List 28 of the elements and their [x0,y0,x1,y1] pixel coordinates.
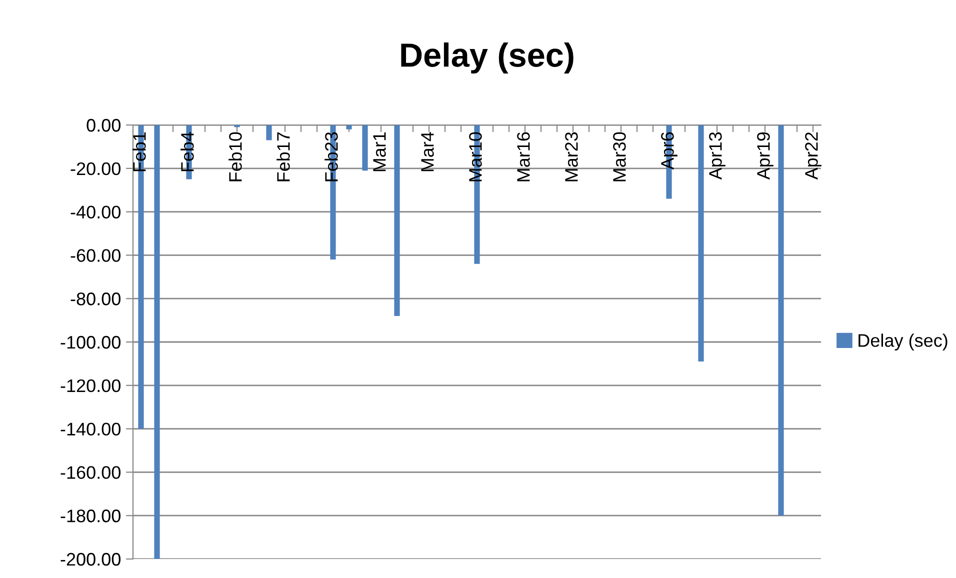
chart-title: Delay (sec) [401,42,574,74]
x-tick-label: Feb10 [228,132,242,182]
y-tick-label: -200.00 [60,552,120,566]
x-tick-label: Apr6 [661,132,678,170]
y-tick-label: -40.00 [70,206,120,219]
y-tick-label: -160.00 [60,466,120,479]
x-tick-label: Feb4 [180,132,194,172]
y-tick-label: -100.00 [60,336,120,349]
x-tick-label: Mar30 [613,132,626,182]
y-tick-label: -20.00 [70,162,120,176]
y-tick-label: -120.00 [60,379,120,392]
x-tick-label: Mar10 [469,132,482,182]
y-tick-label: -140.00 [60,422,120,436]
x-tick-label: Feb17 [276,132,290,182]
x-tick-label: Feb1 [132,132,146,172]
x-tick-label: Apr13 [709,132,726,180]
x-tick-label: Apr22 [805,132,822,180]
y-tick-label: -80.00 [70,292,120,306]
x-tick-label: Mar23 [565,132,578,182]
x-tick-label: Feb23 [324,132,338,182]
legend-label: Delay (sec) [858,334,948,350]
y-tick-label: 0.00 [86,118,120,132]
x-tick-label: Mar1 [373,132,386,172]
x-tick-label: Mar4 [421,132,434,172]
y-tick-label: -60.00 [70,249,120,262]
x-tick-label: Apr19 [757,132,774,180]
x-tick-label: Mar16 [517,132,530,182]
y-tick-label: -180.00 [60,510,120,522]
